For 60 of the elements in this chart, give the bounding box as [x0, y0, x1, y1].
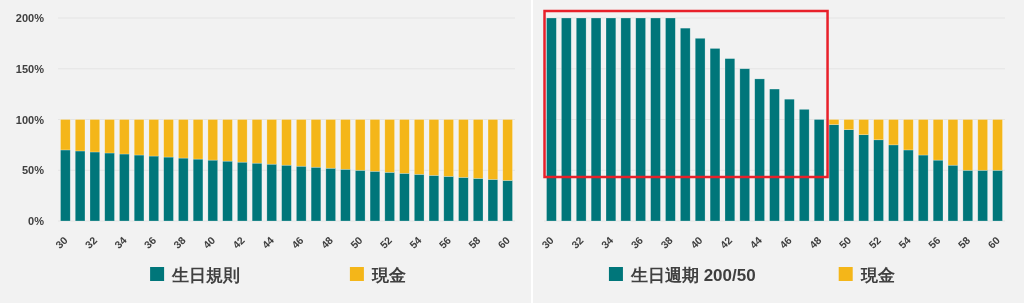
x-tick-label: 60	[495, 233, 513, 251]
bar	[813, 119, 825, 222]
x-tick-label: 30	[539, 233, 556, 251]
x-tick-label: 52	[377, 233, 395, 251]
x-tick-label: 58	[955, 233, 973, 251]
bar	[575, 17, 587, 222]
y-tick-label: 0%	[28, 215, 45, 227]
bar	[605, 17, 617, 222]
legend-label: 生日週期 200/50	[629, 266, 756, 285]
x-tick-label: 60	[985, 233, 1003, 251]
x-tick-label: 50	[347, 233, 365, 251]
bar	[546, 17, 557, 222]
x-tick-label: 42	[229, 233, 247, 251]
x-tick-label: 44	[747, 233, 765, 251]
x-tick-label: 44	[259, 233, 277, 251]
x-tick-label: 58	[465, 233, 483, 251]
bar	[754, 78, 765, 222]
x-tick-label: 30	[53, 233, 70, 251]
bar	[650, 17, 661, 222]
bar	[739, 68, 750, 222]
x-tick-label: 32	[568, 233, 586, 251]
x-tick-label: 46	[288, 233, 306, 251]
legend-label: 現金	[370, 266, 406, 285]
x-tick-label: 56	[436, 233, 454, 251]
x-tick-label: 40	[200, 233, 218, 251]
x-tick-label: 34	[112, 233, 129, 251]
x-tick-label: 34	[598, 233, 616, 251]
x-tick-label: 36	[628, 233, 646, 251]
x-tick-label: 38	[658, 233, 675, 251]
x-tick-label: 54	[896, 233, 913, 251]
bar	[620, 17, 631, 222]
x-tick-label: 46	[777, 233, 794, 251]
bar	[665, 17, 676, 222]
x-tick-label: 40	[687, 233, 705, 251]
bar	[635, 17, 646, 222]
bar	[561, 17, 572, 222]
bar	[680, 27, 691, 222]
legend-label: 生日規則	[171, 266, 241, 285]
legend-label: 現金	[859, 266, 895, 285]
bar	[799, 109, 810, 222]
x-tick-label: 48	[806, 233, 824, 251]
x-tick-label: 32	[82, 233, 100, 251]
y-tick-label: 50%	[21, 164, 45, 177]
x-tick-label: 54	[406, 233, 424, 251]
x-tick-label: 52	[866, 233, 884, 251]
bar	[694, 38, 706, 222]
x-tick-label: 36	[141, 233, 159, 251]
bar	[784, 98, 795, 222]
x-tick-label: 50	[836, 233, 854, 251]
y-tick-label: 150%	[15, 62, 45, 75]
bar	[590, 17, 602, 222]
x-tick-label: 48	[318, 233, 336, 251]
y-tick-label: 100%	[15, 113, 45, 126]
y-tick-label: 200%	[15, 12, 45, 24]
bar	[769, 88, 780, 222]
bar	[709, 48, 721, 222]
x-tick-label: 38	[170, 233, 188, 251]
x-tick-label: 42	[717, 233, 735, 251]
bar	[724, 58, 736, 222]
x-tick-label: 56	[925, 233, 943, 251]
